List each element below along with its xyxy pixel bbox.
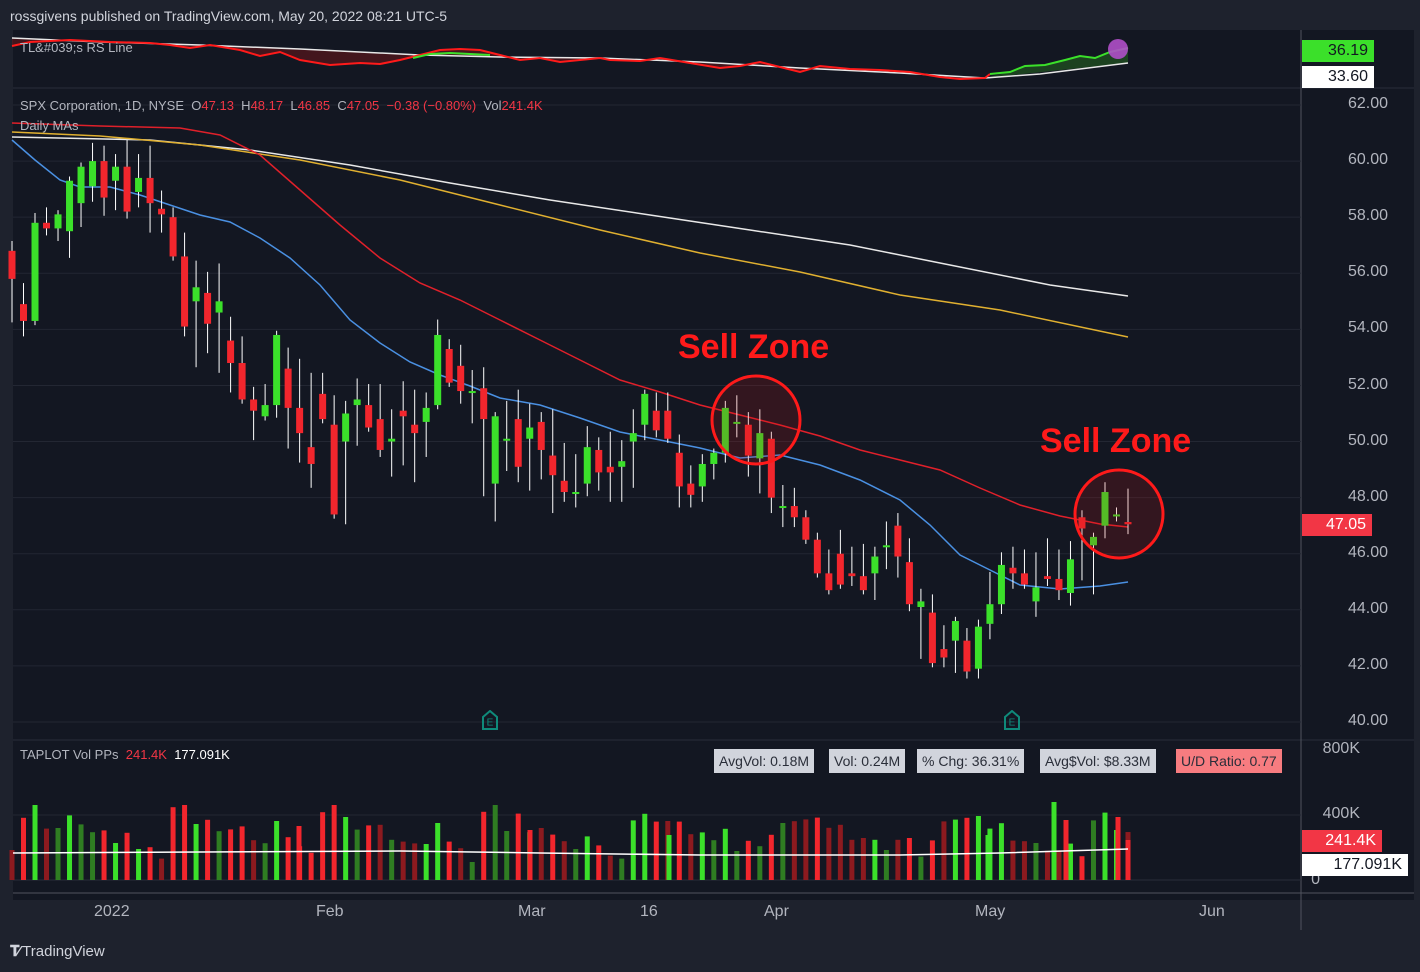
time-label-feb: Feb	[316, 903, 344, 920]
price-tick: 46.00	[1347, 543, 1388, 561]
change-value: −0.38 (−0.80%)	[386, 98, 477, 113]
vol-axis-0: 0	[1311, 871, 1320, 888]
volume-legend[interactable]: TAPLOT Vol PPs 241.4K 177.091K	[20, 747, 230, 762]
price-tick: 60.00	[1347, 151, 1388, 169]
stat-avg-vol: AvgVol: 0.18M	[714, 749, 815, 773]
volume-avg-tag: 177.091K	[1302, 854, 1408, 876]
time-label-mar: Mar	[518, 903, 546, 920]
stat-ud-ratio: U/D Ratio: 0.77	[1176, 749, 1282, 773]
price-tick: 42.00	[1347, 656, 1388, 673]
stat-vol: Vol: 0.24M	[829, 749, 906, 773]
low-value: 46.85	[297, 98, 331, 113]
time-label-jun: Jun	[1199, 903, 1225, 920]
price-tick: 56.00	[1347, 263, 1388, 281]
high-value: 48.17	[250, 98, 284, 113]
stat-avg-dollar-vol: Avg$Vol: $8.33M	[1040, 749, 1156, 773]
svg-text:E: E	[1009, 718, 1016, 729]
tradingview-footer[interactable]: 𝐓⁄ TradingView	[10, 943, 105, 960]
time-label-16: 16	[640, 903, 658, 920]
sell-zone-label-2: Sell Zone	[1040, 422, 1192, 460]
price-tick: 48.00	[1347, 487, 1388, 505]
price-tick: 50.00	[1347, 431, 1388, 449]
price-tick: 62.00	[1347, 95, 1388, 112]
svg-text:E: E	[487, 718, 494, 729]
price-tick: 54.00	[1347, 319, 1388, 337]
open-value: 47.13	[201, 98, 234, 113]
tradingview-brand: TradingView	[22, 943, 105, 960]
daily-mas-title[interactable]: Daily MAs	[20, 118, 79, 133]
earnings-icon[interactable]: E	[1003, 710, 1021, 730]
price-tick: 44.00	[1347, 599, 1388, 617]
last-price-tag: 47.05	[1302, 514, 1372, 536]
rs-value-tag: 36.19	[1302, 40, 1374, 62]
price-tick: 52.00	[1347, 375, 1388, 393]
volume-current: 241.4K	[125, 747, 167, 762]
time-label-2022: 2022	[94, 903, 130, 920]
volume-value: 241.4K	[501, 98, 543, 113]
time-label-apr: Apr	[764, 903, 789, 920]
vol-axis-800k: 800K	[1322, 740, 1360, 757]
volume-indicator-title: TAPLOT Vol PPs	[20, 747, 119, 762]
earnings-icon[interactable]: E	[481, 710, 499, 730]
volume-average: 177.091K	[174, 747, 230, 762]
price-tick: 40.00	[1347, 712, 1388, 730]
sell-zone-label-1: Sell Zone	[678, 328, 830, 366]
tradingview-logo-icon: 𝐓⁄	[10, 943, 20, 960]
symbol-legend[interactable]: SPX Corporation, 1D, NYSE O47.13 H48.17 …	[20, 98, 543, 113]
symbol-name: SPX Corporation, 1D, NYSE	[20, 98, 185, 113]
volume-tag: 241.4K	[1302, 830, 1382, 852]
published-line: rossgivens published on TradingView.com,…	[10, 8, 448, 24]
rs-ma-tag: 33.60	[1302, 66, 1374, 88]
time-label-may: May	[975, 903, 1006, 920]
price-tick: 58.00	[1347, 207, 1388, 225]
stat-pct-chg: % Chg: 36.31%	[917, 749, 1025, 773]
vol-axis-400k: 400K	[1322, 805, 1360, 822]
rs-line-title: TL&#039;s RS Line	[20, 40, 133, 55]
close-value: 47.05	[346, 98, 380, 113]
